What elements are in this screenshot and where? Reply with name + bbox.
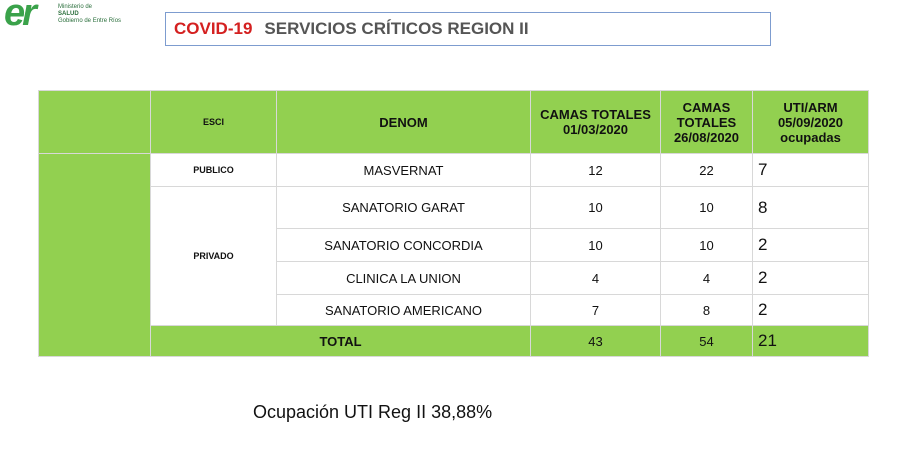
total-row: TOTAL 43 54 21 <box>39 325 869 357</box>
logo-mark: er <box>4 0 37 34</box>
cell: SANATORIO AMERICANO <box>276 294 531 326</box>
header-cell: ESCI <box>150 90 277 154</box>
total-cell: 43 <box>530 325 661 357</box>
table: ESCI DENOM CAMAS TOTALES 01/03/2020 CAMA… <box>38 90 869 357</box>
cell: CLINICA LA UNION <box>276 261 531 295</box>
footer-text: Ocupación UTI Reg II 38,88% <box>253 402 493 422</box>
row: PRIVADO SANATORIO GARAT 10 10 8 <box>39 186 869 326</box>
cell: MASVERNAT <box>276 153 531 187</box>
cell: 12 <box>530 153 661 187</box>
cell: 4 <box>660 261 753 295</box>
row: SANATORIO AMERICANO 7 8 2 <box>39 294 869 326</box>
logo-line: SALUD <box>58 11 79 17</box>
cell: 10 <box>530 186 661 229</box>
cell: 2 <box>752 294 869 326</box>
cell: 8 <box>752 186 869 229</box>
header-cell: CAMAS TOTALES 01/03/2020 <box>530 90 661 154</box>
cell: 10 <box>660 186 753 229</box>
total-cell: 54 <box>660 325 753 357</box>
title-box: COVID-19 SERVICIOS CRÍTICOS REGION II <box>165 12 771 46</box>
esci-cell: PRIVADO <box>150 186 277 326</box>
logo-text: Ministerio de SALUD Gobierno de Entre Rí… <box>58 4 121 25</box>
cell: 10 <box>530 228 661 262</box>
side-cell <box>38 153 151 357</box>
cell: 2 <box>752 228 869 262</box>
header-cell: DENOM <box>276 90 531 154</box>
row: PUBLICO MASVERNAT 12 22 7 <box>38 153 869 357</box>
esci-cell: PUBLICO <box>150 153 277 187</box>
cell: 2 <box>752 261 869 295</box>
cell: 4 <box>530 261 661 295</box>
title: SERVICIOS CRÍTICOS REGION II <box>264 19 529 38</box>
cell: 7 <box>752 153 869 187</box>
total-label: TOTAL <box>150 325 531 357</box>
cell: SANATORIO GARAT <box>276 186 531 229</box>
cell: 22 <box>660 153 753 187</box>
row: CLINICA LA UNION 4 4 2 <box>39 261 869 295</box>
header-row: ESCI DENOM CAMAS TOTALES 01/03/2020 CAMA… <box>38 90 869 154</box>
header-cell <box>38 90 151 154</box>
logo-line: Ministerio de <box>58 4 93 10</box>
cell: 10 <box>660 228 753 262</box>
total-cell: 21 <box>752 325 869 357</box>
title-tag: COVID-19 <box>174 19 253 38</box>
header-cell: CAMAS TOTALES 26/08/2020 <box>660 90 753 154</box>
cell: SANATORIO CONCORDIA <box>276 228 531 262</box>
cell: 8 <box>660 294 753 326</box>
header-cell: UTI/ARM 05/09/2020 ocupadas <box>752 90 869 154</box>
cell: 7 <box>530 294 661 326</box>
logo-line: Gobierno de Entre Ríos <box>58 18 122 24</box>
